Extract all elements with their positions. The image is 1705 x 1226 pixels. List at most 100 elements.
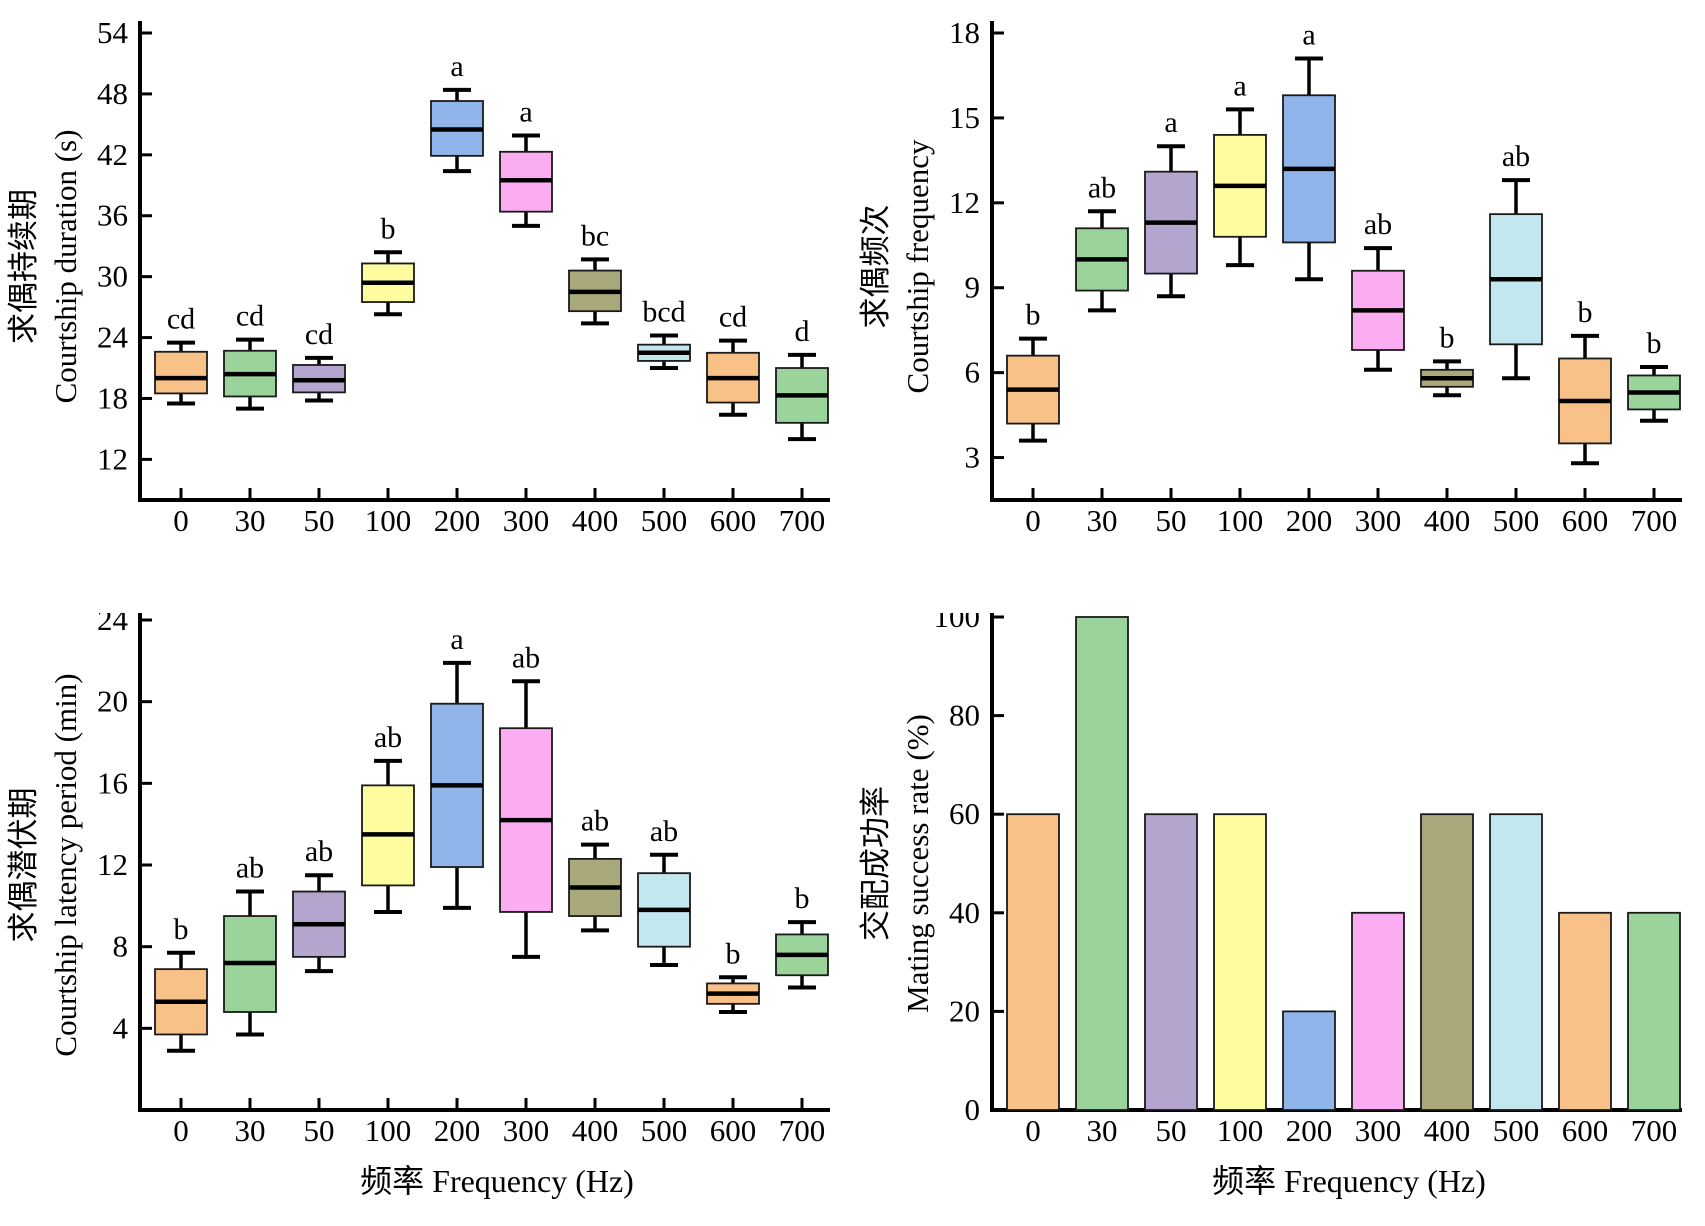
x-tick-label: 200 bbox=[1286, 503, 1333, 538]
box-courtship-frequency-600hz bbox=[1558, 333, 1612, 466]
x-tick-label: 300 bbox=[503, 1113, 550, 1148]
significance-letter: ab bbox=[1364, 208, 1392, 241]
y-tick-label: 6 bbox=[965, 355, 981, 390]
x-tick-label: 50 bbox=[304, 1113, 335, 1148]
courtship-duration-boxplot: 12 18 24 30 36 42 48 54 0 30 50 100 200 300 400 500 600 7… bbox=[6, 15, 830, 538]
y-tick-label: 16 bbox=[97, 765, 128, 800]
y-tick-label: 30 bbox=[97, 259, 128, 294]
x-tick-label: 700 bbox=[1631, 1113, 1678, 1148]
y-tick-label: 9 bbox=[965, 270, 981, 305]
box-courtship-duration-500hz bbox=[637, 333, 691, 371]
y-tick-label: 48 bbox=[97, 76, 128, 111]
x-tick-label: 400 bbox=[572, 503, 619, 538]
x-tick-label: 50 bbox=[1156, 503, 1187, 538]
y-tick-label: 24 bbox=[97, 613, 129, 637]
y-tick-label: 0 bbox=[965, 1092, 981, 1127]
significance-letter: ab bbox=[374, 721, 402, 754]
y-tick-label: 8 bbox=[113, 929, 129, 964]
y-axis-title-en: Courtship frequency bbox=[900, 139, 935, 393]
y-axis-title-cn: 求偶持续期 bbox=[6, 189, 41, 344]
box-courtship-frequency-300hz bbox=[1351, 246, 1405, 372]
significance-letter: bcd bbox=[642, 296, 685, 329]
y-tick-label: 54 bbox=[97, 15, 129, 50]
box-courtship-frequency-400hz bbox=[1420, 359, 1474, 398]
significance-letter: ab bbox=[236, 852, 264, 885]
box-courtship-frequency-50hz bbox=[1144, 144, 1198, 299]
y-tick-label: 36 bbox=[97, 198, 128, 233]
x-tick-label: 600 bbox=[710, 1113, 757, 1148]
significance-letter: ab bbox=[512, 641, 540, 674]
box-courtship-duration-0hz bbox=[154, 340, 208, 406]
y-axis-title-cn: 求偶频次 bbox=[858, 205, 893, 329]
box-courtship-duration-400hz bbox=[568, 257, 622, 326]
box-courtship-duration-50hz bbox=[292, 355, 346, 403]
x-tick-label: 50 bbox=[304, 503, 335, 538]
panel-courtship-duration: 12 18 24 30 36 42 48 54 0 30 50 100 200 300 400 500 600 7… bbox=[0, 0, 853, 613]
bar-mating-success-rate-300hz bbox=[1351, 911, 1405, 1111]
y-tick-label: 12 bbox=[97, 847, 128, 882]
significance-letter: b bbox=[381, 212, 396, 245]
x-tick-label: 30 bbox=[235, 1113, 266, 1148]
box-courtship-latency-period-0hz bbox=[154, 950, 208, 1053]
x-axis-title: 频率 Frequency (Hz) bbox=[1212, 1163, 1486, 1199]
x-tick-label: 500 bbox=[641, 1113, 688, 1148]
y-tick-label: 100 bbox=[934, 613, 981, 634]
x-tick-label: 0 bbox=[173, 1113, 189, 1148]
y-tick-label: 24 bbox=[97, 320, 129, 355]
box-courtship-duration-30hz bbox=[223, 337, 277, 411]
y-axis-title-cn: 求偶潜伏期 bbox=[6, 788, 41, 943]
box-courtship-latency-period-300hz bbox=[499, 679, 553, 959]
iqr-box bbox=[154, 350, 208, 395]
y-tick-label: 12 bbox=[97, 441, 128, 476]
box-courtship-latency-period-500hz bbox=[637, 852, 691, 968]
y-tick-label: 18 bbox=[949, 15, 980, 50]
x-tick-label: 100 bbox=[365, 1113, 412, 1148]
x-tick-label: 100 bbox=[1217, 503, 1264, 538]
significance-letter: ab bbox=[650, 815, 678, 848]
bar-mating-success-rate-100hz bbox=[1213, 813, 1267, 1111]
x-tick-label: 600 bbox=[1562, 503, 1609, 538]
significance-letter: ab bbox=[305, 835, 333, 868]
significance-letter: a bbox=[450, 623, 463, 656]
y-tick-label: 42 bbox=[97, 137, 128, 172]
significance-letter: ab bbox=[1088, 171, 1116, 204]
significance-letter: a bbox=[1164, 106, 1177, 139]
y-tick-label: 20 bbox=[97, 684, 128, 719]
y-tick-label: 4 bbox=[113, 1010, 129, 1045]
courtship-frequency-boxplot: 3 6 9 12 15 18 0 30 50 100 200 300 400 500 600 700 求偶频次 C… bbox=[858, 15, 1682, 538]
y-axis-title-en: Mating success rate (%) bbox=[900, 714, 935, 1013]
box-courtship-duration-300hz bbox=[499, 133, 553, 228]
y-tick-label: 60 bbox=[949, 796, 980, 831]
box-courtship-latency-period-200hz bbox=[430, 660, 484, 910]
significance-letter: a bbox=[1302, 18, 1315, 51]
box-courtship-frequency-0hz bbox=[1006, 336, 1060, 443]
y-tick-label: 18 bbox=[97, 380, 128, 415]
x-tick-label: 0 bbox=[1025, 503, 1041, 538]
bar-mating-success-rate-0hz bbox=[1006, 813, 1060, 1111]
box-courtship-duration-600hz bbox=[706, 338, 760, 417]
box-courtship-latency-period-400hz bbox=[568, 842, 622, 933]
box-courtship-duration-100hz bbox=[361, 250, 415, 317]
box-courtship-frequency-700hz bbox=[1627, 364, 1681, 423]
box-courtship-latency-period-600hz bbox=[706, 975, 760, 1014]
significance-letter: b bbox=[1026, 299, 1041, 332]
x-tick-label: 300 bbox=[1355, 1113, 1402, 1148]
x-tick-label: 50 bbox=[1156, 1113, 1187, 1148]
x-tick-label: 400 bbox=[1424, 503, 1471, 538]
significance-letter: b bbox=[1647, 327, 1662, 360]
y-axis-title-cn: 交配成功率 bbox=[858, 786, 893, 941]
significance-letter: b bbox=[1578, 296, 1593, 329]
x-tick-label: 200 bbox=[434, 503, 481, 538]
x-tick-label: 400 bbox=[572, 1113, 619, 1148]
significance-letter: cd bbox=[305, 318, 333, 351]
significance-letter: cd bbox=[167, 303, 195, 336]
x-tick-label: 200 bbox=[434, 1113, 481, 1148]
box-courtship-latency-period-700hz bbox=[775, 920, 829, 990]
panel-mating-success-rate: 0 20 40 60 80 100 0 30 50 100 200 300 400 500 600 700 交配… bbox=[852, 613, 1705, 1226]
box-courtship-frequency-100hz bbox=[1213, 107, 1267, 268]
bar-mating-success-rate-50hz bbox=[1144, 813, 1198, 1111]
x-tick-label: 300 bbox=[1355, 503, 1402, 538]
significance-letter: b bbox=[1440, 321, 1455, 354]
x-tick-label: 200 bbox=[1286, 1113, 1333, 1148]
